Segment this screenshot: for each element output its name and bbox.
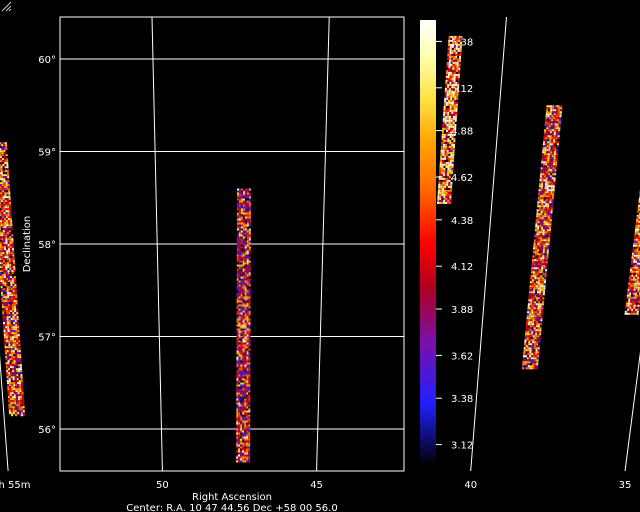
survey-strips bbox=[0, 35, 640, 463]
resize-grip-icon[interactable] bbox=[0, 0, 12, 12]
x-axis-label: Right Ascension bbox=[192, 492, 272, 503]
colorbar-tick-label: 3.38 bbox=[451, 394, 473, 405]
colorbar-tick-label: 3.12 bbox=[451, 441, 473, 452]
dec-tick-label: 58° bbox=[38, 240, 56, 251]
dec-tick-label: 56° bbox=[38, 425, 56, 436]
ra-grid-line bbox=[0, 354, 9, 472]
plot-frame bbox=[59, 16, 405, 472]
ra-grid-line bbox=[470, 16, 507, 472]
survey-strip bbox=[624, 188, 640, 315]
colorbar-tick-label: 3.88 bbox=[451, 305, 473, 316]
colorbar-tick-label: 5.38 bbox=[451, 37, 473, 48]
center-coordinates-label: Center: R.A. 10 47 44.56 Dec +58 00 56.0 bbox=[126, 503, 337, 512]
survey-strip bbox=[521, 105, 563, 370]
survey-strip bbox=[236, 188, 251, 463]
ra-grid-line bbox=[151, 16, 163, 472]
dec-tick-label: 57° bbox=[38, 333, 56, 344]
colorbar-tick-label: 3.62 bbox=[451, 351, 473, 362]
ra-tick-label: 45 bbox=[310, 480, 323, 491]
y-axis-label: Declination bbox=[22, 216, 33, 273]
ra-tick-label: 35 bbox=[619, 480, 632, 491]
dec-tick-label: 60° bbox=[38, 55, 56, 66]
ra-grid-line bbox=[624, 351, 640, 472]
colorbar-tick-label: 5.12 bbox=[451, 84, 473, 95]
colorbar-tick-label: 4.62 bbox=[451, 173, 473, 184]
ra-tick-label: 40 bbox=[464, 480, 477, 491]
ra-tick-label: 50 bbox=[156, 480, 169, 491]
colorbar-tick-label: 4.12 bbox=[451, 262, 473, 273]
survey-strip bbox=[0, 142, 26, 417]
colorbar-tick-label: 4.88 bbox=[451, 127, 473, 138]
declination-ticks: 56° 57° 58° 59° 60° bbox=[38, 55, 56, 436]
ra-grid-line bbox=[316, 16, 330, 472]
survey-strip bbox=[437, 35, 463, 204]
ra-tick-label: 10h 55m bbox=[0, 480, 30, 491]
colorbar-ticks: 3.12 3.38 3.62 3.88 4.12 4.38 4.62 4.88 5.12 5.38 bbox=[436, 37, 473, 452]
colorbar bbox=[420, 20, 436, 466]
colorbar-tick-label: 4.38 bbox=[451, 216, 473, 227]
coordinate-grid bbox=[0, 16, 640, 472]
dec-tick-label: 59° bbox=[38, 148, 56, 159]
